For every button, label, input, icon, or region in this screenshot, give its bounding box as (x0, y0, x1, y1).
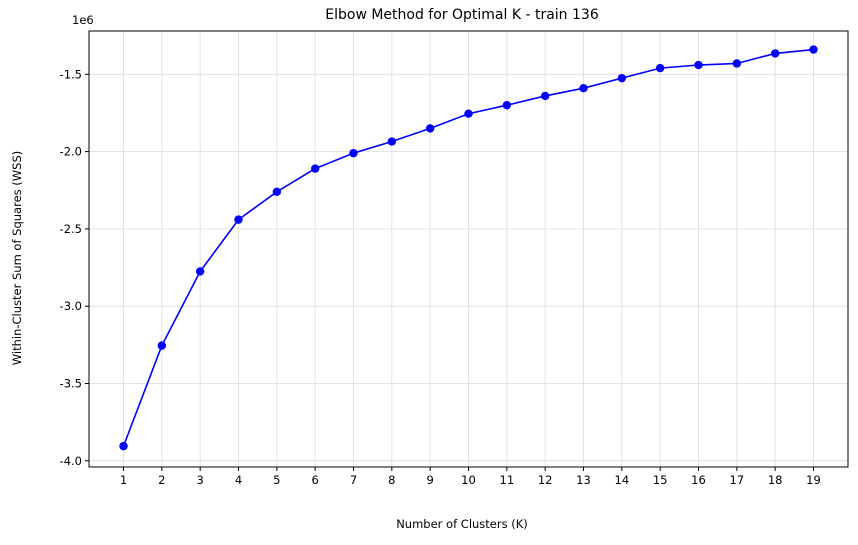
data-point (655, 63, 665, 73)
data-point (579, 84, 588, 93)
y-tick-label: -2.5 (60, 222, 82, 236)
x-tick-label: 17 (730, 473, 745, 487)
y-tick-label: -3.5 (60, 377, 82, 391)
data-point (617, 73, 627, 83)
x-tick-label: 3 (197, 473, 204, 487)
grid (89, 31, 848, 467)
x-tick-label: 5 (273, 473, 280, 487)
data-point (349, 148, 358, 158)
data-point (694, 60, 703, 70)
series-wss (119, 45, 818, 451)
data-point (425, 124, 435, 133)
data-point (195, 267, 205, 276)
x-axis-label: Number of Clusters (K) (396, 517, 528, 531)
data-point (809, 45, 818, 54)
x-tick-label: 2 (158, 473, 165, 487)
x-tick-label: 10 (461, 473, 476, 487)
data-point (119, 441, 128, 451)
data-point (732, 59, 742, 68)
x-tick-label: 11 (500, 473, 515, 487)
x-tick-label: 12 (538, 473, 553, 487)
y-tick-label: -2.0 (60, 145, 82, 159)
data-point (272, 187, 282, 196)
y-tick-label: -3.0 (60, 299, 82, 313)
data-point (157, 341, 167, 350)
data-point (502, 101, 512, 110)
data-point (464, 109, 473, 118)
y-axis-label: Within-Cluster Sum of Squares (WSS) (10, 151, 24, 365)
x-tick-label: 1 (120, 473, 127, 487)
data-point (387, 137, 397, 146)
x-tick-label: 15 (653, 473, 668, 487)
x-tick-label: 16 (691, 473, 706, 487)
ticks: 1 2 3 4 5 6 7 8 9 10 11 12 13 14 15 16 17 18 19-4.0-3.5-3.… (60, 67, 821, 487)
data-point (770, 49, 780, 58)
x-tick-label: 13 (576, 473, 591, 487)
x-tick-label: 8 (388, 473, 395, 487)
x-tick-label: 4 (235, 473, 242, 487)
x-tick-label: 7 (350, 473, 357, 487)
data-point (234, 215, 243, 224)
x-tick-label: 9 (427, 473, 434, 487)
x-tick-label: 18 (768, 473, 783, 487)
y-tick-label: -1.5 (60, 67, 82, 81)
chart-title: Elbow Method for Optimal K - train 136 (325, 7, 599, 23)
x-tick-label: 19 (806, 473, 821, 487)
y-axis-offset-label: 1e6 (72, 13, 94, 27)
data-point (540, 91, 550, 101)
y-tick-label: -4.0 (60, 454, 82, 468)
x-tick-label: 6 (312, 473, 319, 487)
data-point (310, 164, 320, 173)
x-tick-label: 14 (615, 473, 630, 487)
